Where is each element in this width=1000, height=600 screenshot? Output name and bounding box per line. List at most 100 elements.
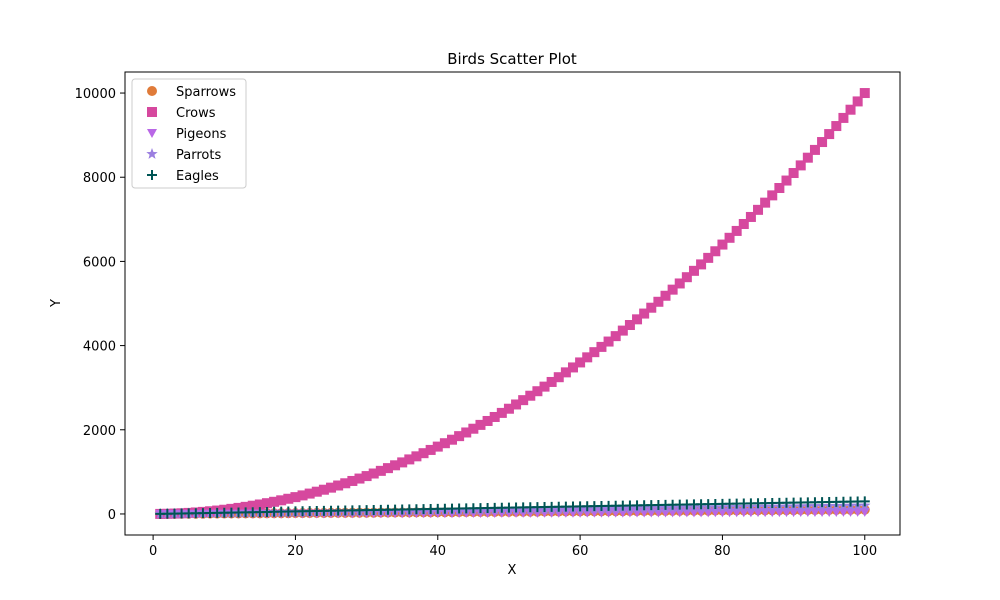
data-point: [503, 403, 514, 414]
data-point: [753, 204, 764, 215]
series-eagles: [155, 496, 870, 519]
data-point: [375, 465, 386, 476]
data-point: [859, 507, 870, 517]
x-axis: 0 20 40 60 80 100: [149, 535, 877, 559]
data-point: [475, 419, 486, 430]
data-point: [382, 463, 393, 474]
y-tick-label: 10000: [75, 87, 116, 102]
y-tick-label: 2000: [83, 424, 116, 439]
data-point: [432, 441, 443, 452]
data-point: [539, 381, 550, 392]
y-tick-label: 0: [108, 508, 116, 523]
data-point: [532, 386, 543, 397]
data-point: [696, 259, 707, 270]
data-point: [496, 407, 507, 418]
data-point: [617, 325, 628, 336]
data-point: [589, 347, 600, 358]
data-point: [667, 284, 678, 295]
data-point: [774, 183, 785, 194]
data-point: [418, 448, 429, 459]
data-point: [525, 390, 536, 401]
data-point: [553, 372, 564, 383]
data-point: [809, 144, 820, 155]
data-point: [361, 471, 372, 482]
y-tick-label: 4000: [83, 340, 116, 355]
data-point: [489, 411, 500, 422]
data-point: [845, 104, 856, 115]
legend-marker: [147, 170, 157, 180]
data-point: [624, 320, 635, 331]
data-point: [240, 501, 251, 512]
data-point: [660, 290, 671, 301]
data-point: [653, 296, 664, 307]
legend-item: Pigeons: [147, 127, 227, 142]
legend-marker: [147, 129, 157, 138]
data-point: [852, 96, 863, 107]
legend: Sparrows Crows Pigeons Parrots Eagles: [131, 78, 247, 189]
data-point: [290, 492, 301, 503]
data-point: [724, 232, 735, 243]
data-point: [482, 415, 493, 426]
data-point: [468, 423, 479, 434]
data-point: [397, 457, 408, 468]
data-points: [154, 88, 871, 519]
data-point: [681, 272, 692, 283]
data-point: [688, 265, 699, 276]
plot-frame: [124, 71, 901, 536]
data-point: [610, 331, 621, 342]
data-point: [318, 484, 329, 495]
x-tick-label: 20: [287, 544, 304, 559]
legend-marker: [147, 107, 157, 117]
data-point: [447, 434, 458, 445]
data-point: [703, 252, 714, 263]
data-point: [788, 168, 799, 179]
data-point: [859, 88, 870, 99]
legend-label: Eagles: [176, 169, 219, 184]
data-point: [717, 239, 728, 250]
data-point: [859, 496, 870, 507]
x-tick-label: 100: [852, 544, 877, 559]
data-point: [795, 160, 806, 171]
y-axis: 0 2000 4000 6000 8000 10000: [75, 87, 125, 523]
data-point: [326, 482, 337, 493]
data-point: [276, 495, 287, 506]
data-point: [838, 112, 849, 123]
legend-item: Crows: [147, 106, 216, 121]
data-point: [710, 246, 721, 257]
x-axis-label: X: [508, 563, 517, 578]
legend-marker: [147, 86, 157, 96]
y-axis-label: Y: [49, 299, 64, 308]
legend-box: [131, 78, 247, 189]
data-point: [738, 218, 749, 229]
data-point: [411, 451, 422, 462]
data-point: [354, 473, 365, 484]
data-point: [261, 498, 272, 509]
x-tick-label: 80: [714, 544, 731, 559]
data-point: [603, 336, 614, 347]
data-point: [817, 137, 828, 148]
x-tick-label: 60: [572, 544, 589, 559]
legend-item: Parrots: [146, 148, 221, 163]
legend-marker: [146, 148, 158, 159]
data-point: [575, 357, 586, 368]
data-point: [390, 460, 401, 471]
data-point: [518, 395, 529, 406]
y-tick-label: 6000: [83, 255, 116, 270]
legend-label: Sparrows: [176, 85, 236, 100]
y-tick-label: 8000: [83, 171, 116, 186]
data-point: [845, 507, 856, 517]
data-point: [560, 367, 571, 378]
data-point: [760, 197, 771, 208]
data-point: [454, 509, 465, 519]
data-point: [781, 175, 792, 186]
data-point: [340, 478, 351, 489]
data-point: [283, 493, 294, 504]
data-point: [831, 507, 842, 517]
data-point: [646, 302, 657, 313]
data-point: [596, 341, 607, 352]
data-point: [347, 475, 358, 486]
x-tick-label: 0: [149, 544, 157, 559]
data-point: [831, 121, 842, 132]
data-point: [674, 278, 685, 289]
data-point: [368, 468, 379, 479]
